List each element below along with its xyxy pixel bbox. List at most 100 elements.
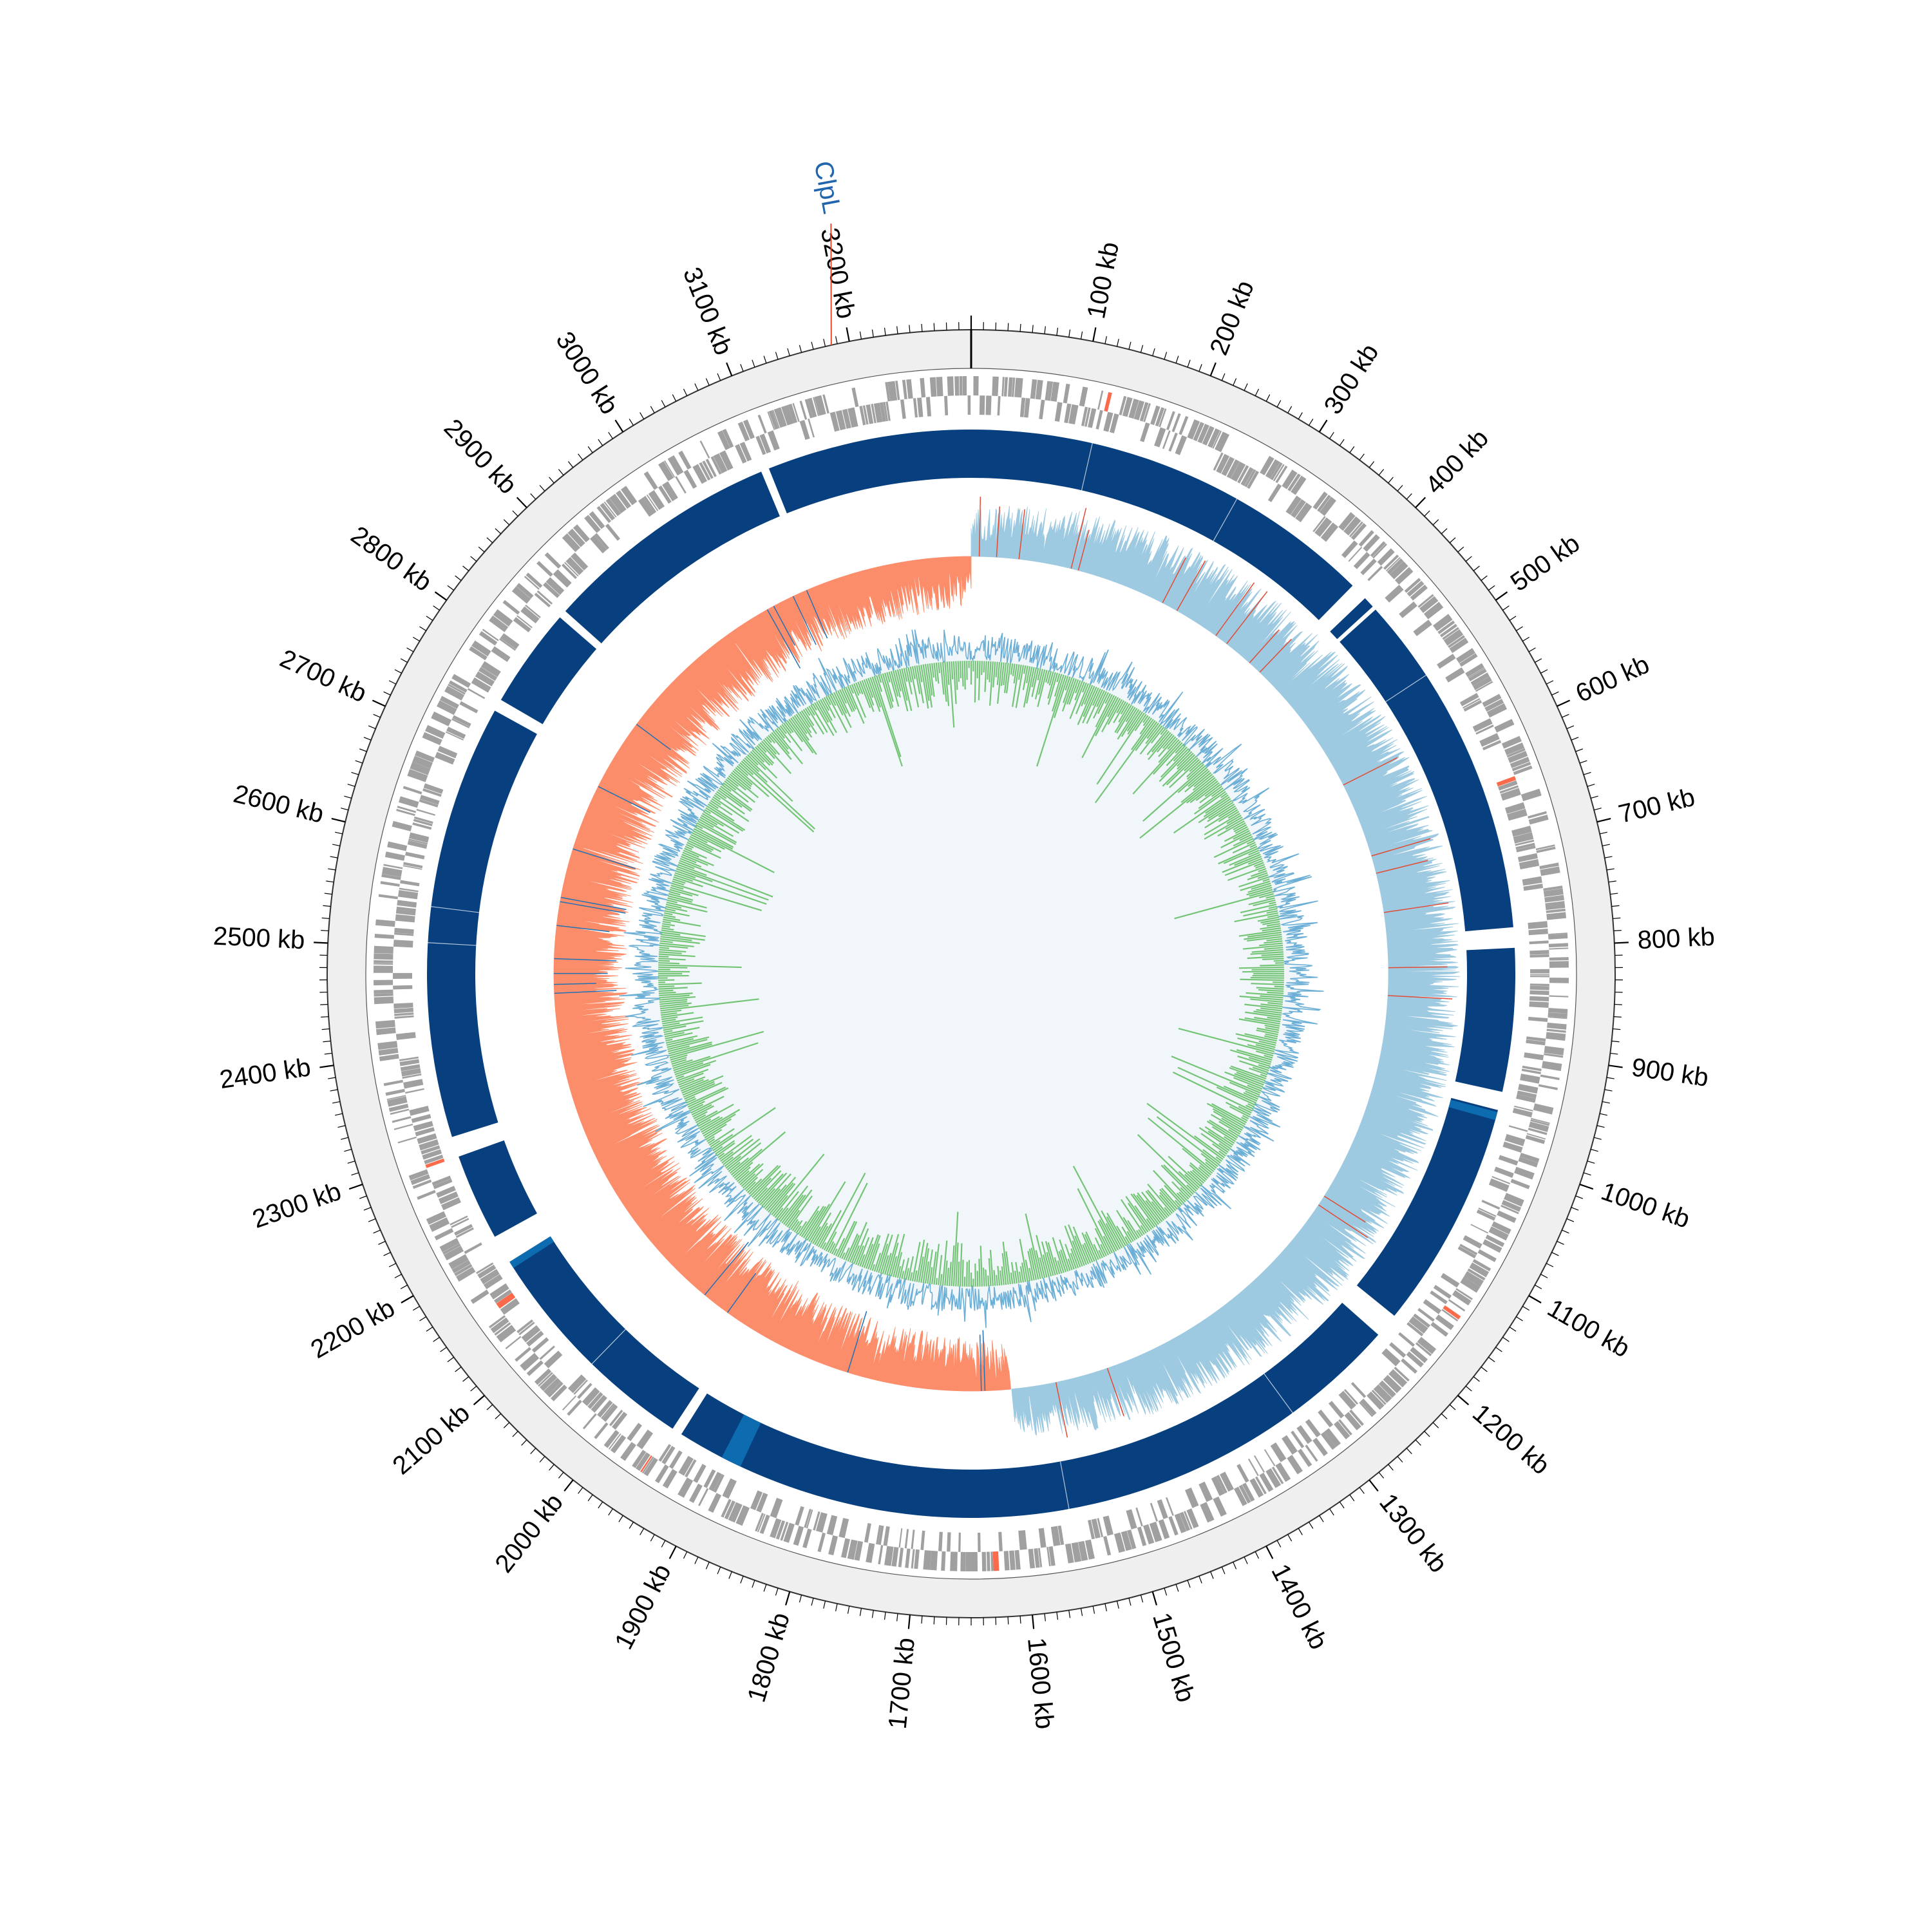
major-tick (785, 1591, 791, 1605)
minor-tick (578, 453, 583, 460)
gene-feature (1518, 1083, 1539, 1094)
gene-feature (862, 405, 869, 425)
gc-skew-spike (727, 1273, 757, 1313)
gene-feature (668, 1450, 683, 1470)
gene-feature (640, 1455, 652, 1473)
major-tick (1209, 362, 1217, 377)
gene-feature (1371, 1389, 1387, 1405)
gene-feature (440, 1197, 461, 1211)
gene-feature (582, 1387, 600, 1406)
gene-feature (722, 1478, 737, 1499)
gene-feature (1468, 668, 1487, 681)
minor-tick (1465, 1385, 1472, 1392)
gene-feature (1353, 552, 1370, 569)
gene-feature (929, 377, 937, 397)
gene-feature (475, 671, 495, 687)
contig-block (768, 429, 1353, 620)
gc-skew-spike (792, 596, 817, 645)
gene-feature (424, 1154, 444, 1164)
gene-feature (434, 1228, 454, 1240)
major-tick (1031, 1615, 1035, 1629)
contig-divider (431, 906, 479, 913)
gene-feature (1463, 699, 1482, 712)
gene-feature (539, 1374, 558, 1392)
major-tick (1528, 1295, 1542, 1303)
gene-feature (911, 1530, 915, 1549)
gene-feature (1234, 1486, 1247, 1506)
gene-feature (423, 783, 444, 794)
gene-feature (693, 1464, 706, 1483)
gene-feature (788, 403, 798, 424)
major-tick (1092, 327, 1097, 342)
gene-feature (1142, 1524, 1155, 1545)
gc-skew-spike (806, 590, 828, 639)
gene-feature (1291, 499, 1306, 518)
gene-feature (1540, 1074, 1560, 1081)
gene-feature (1179, 1511, 1191, 1531)
minor-tick (683, 388, 688, 396)
gene-feature (1047, 381, 1054, 401)
gene-feature (885, 382, 891, 402)
gene-feature (1545, 900, 1566, 911)
gene-feature (866, 404, 874, 424)
minor-tick (1104, 1604, 1107, 1612)
minor-tick (1424, 510, 1430, 516)
gene-feature (757, 1513, 766, 1533)
minor-tick (400, 658, 408, 663)
tick-label: 900 kb (1630, 1053, 1710, 1092)
gene-feature (703, 1469, 716, 1488)
gene-feature (842, 408, 851, 429)
gene-feature (1140, 422, 1150, 442)
minor-tick (1551, 1252, 1559, 1256)
major-tick (434, 591, 448, 601)
minor-tick (871, 329, 874, 337)
gene-feature (1533, 1103, 1554, 1115)
gc-skew-spike (1249, 629, 1280, 663)
gene-feature (1525, 1135, 1546, 1144)
gene-feature (407, 769, 428, 782)
gene-feature (393, 1123, 413, 1130)
gene-feature (1455, 648, 1475, 663)
minor-tick (363, 737, 372, 741)
minor-tick (823, 339, 826, 347)
gene-feature (1535, 844, 1555, 851)
gene-feature (1503, 1193, 1524, 1207)
gene-feature (632, 1450, 647, 1468)
gene-feature (1514, 1105, 1533, 1112)
minor-tick (1116, 1600, 1119, 1609)
minor-tick (1571, 1207, 1579, 1211)
gene-feature (876, 1525, 882, 1545)
gene-label-clpl: ClpL (809, 159, 846, 216)
gene-feature (1511, 826, 1532, 837)
gene-feature (1546, 912, 1566, 920)
gene-feature (393, 1002, 413, 1009)
minor-tick (373, 1229, 381, 1234)
gene-feature (387, 841, 408, 851)
gene-feature (795, 1506, 804, 1526)
coordinate-ticks (314, 316, 1629, 1629)
gene-feature (971, 1551, 978, 1571)
gene-feature (807, 397, 817, 418)
gene-feature (467, 688, 486, 699)
gene-feature (1103, 412, 1113, 432)
gene-feature (1530, 996, 1549, 1001)
tick-label: 100 kb (1082, 240, 1124, 321)
tick-label: 1000 kb (1598, 1177, 1694, 1234)
minor-tick (447, 585, 454, 591)
gene-feature (1216, 1475, 1227, 1494)
gene-feature (1469, 1262, 1490, 1278)
gene-feature (1549, 947, 1569, 950)
gene-feature (620, 486, 638, 506)
minor-tick (344, 795, 352, 799)
gene-feature (436, 1186, 456, 1198)
gene-feature (708, 1472, 723, 1492)
tick-label: 2700 kb (276, 644, 371, 708)
gene-feature (658, 1444, 672, 1462)
minor-tick (787, 348, 790, 356)
gene-feature (699, 440, 710, 459)
gene-feature (1198, 1481, 1213, 1502)
gene-feature (1378, 1380, 1396, 1398)
gene-feature (1259, 1472, 1274, 1492)
minor-tick (909, 325, 911, 333)
gene-feature (992, 376, 999, 396)
